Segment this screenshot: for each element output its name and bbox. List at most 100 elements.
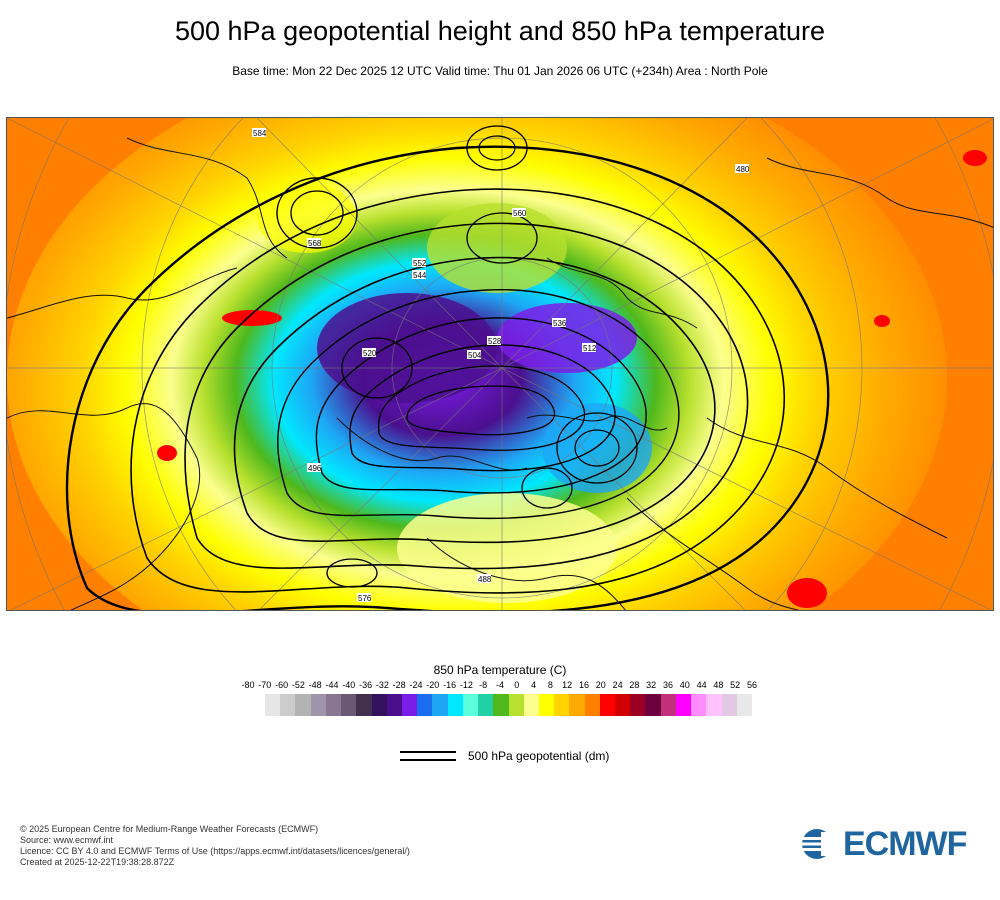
legend-tick-label: -70: [258, 680, 272, 690]
color-swatch: [508, 694, 524, 716]
hotspot-southwest: [157, 445, 177, 461]
color-swatch: [386, 694, 402, 716]
color-swatch: [630, 694, 646, 716]
color-swatch: [645, 694, 661, 716]
legend-tick-label: -4: [495, 680, 505, 690]
color-swatch: [584, 694, 600, 716]
hotspot-northeast: [963, 150, 987, 166]
contour-label: 528: [488, 337, 502, 346]
color-swatch: [265, 694, 281, 716]
color-swatch: [417, 694, 433, 716]
color-swatch: [599, 694, 616, 716]
color-swatch: [280, 694, 296, 716]
legend-tick-label: 24: [612, 680, 623, 690]
legend-tick-label: 8: [547, 680, 553, 690]
warm-pocket-nw: [257, 183, 357, 253]
legend-tick-label: -36: [359, 680, 373, 690]
copyright-text: © 2025 European Centre for Medium-Range …: [20, 824, 319, 834]
temperature-legend-title: 850 hPa temperature (C): [433, 663, 567, 677]
legend-tick-label: 0: [514, 680, 520, 690]
cold-core-west: [317, 293, 497, 403]
legend-tick-label: -32: [375, 680, 389, 690]
page-subtitle: Base time: Mon 22 Dec 2025 12 UTC Valid …: [232, 64, 768, 78]
contour-label: 568: [308, 239, 322, 248]
legend-tick-label: 56: [746, 680, 758, 690]
hotspot-southeast: [787, 578, 827, 608]
mild-pocket-north: [427, 203, 567, 293]
geopotential-contours: [65, 125, 830, 610]
legend-tick-label: -52: [291, 680, 305, 690]
cold-core-east: [497, 303, 637, 373]
source-text: Source: www.ecmwf.int: [20, 835, 114, 845]
legend-tick-label: -28: [392, 680, 406, 690]
cold-lobe-south: [542, 403, 652, 493]
color-swatch: [523, 694, 539, 716]
color-swatch: [615, 694, 631, 716]
color-swatch: [721, 694, 737, 716]
legend-tick-label: -20: [426, 680, 440, 690]
color-swatch: [295, 694, 311, 716]
color-swatch: [569, 694, 585, 716]
page-title: 500 hPa geopotential height and 850 hPa …: [174, 16, 825, 46]
legend-tick-label: -80: [241, 680, 255, 690]
hotspot-east: [874, 315, 890, 327]
contour-label: 496: [308, 464, 322, 473]
color-swatch: [401, 694, 418, 716]
color-swatch: [325, 694, 342, 716]
footer-credits: © 2025 European Centre for Medium-Range …: [20, 824, 410, 868]
legend-tick-label: 4: [531, 680, 537, 690]
color-swatch: [478, 694, 494, 716]
created-text: Created at 2025-12-22T19:38:28.872Z: [20, 857, 175, 867]
legend-tick-label: -60: [275, 680, 289, 690]
legend-tick-label: -44: [325, 680, 339, 690]
legend-tick-label: 52: [730, 680, 741, 690]
legend-tick-label: -16: [443, 680, 457, 690]
color-swatch: [341, 694, 357, 716]
ecmwf-logo-icon: [797, 829, 839, 859]
color-swatch: [310, 694, 326, 716]
contour-label: 536: [553, 319, 567, 328]
geopotential-legend-label: 500 hPa geopotential (dm): [468, 749, 610, 763]
legend-tick-label: -8: [479, 680, 488, 690]
color-swatch: [447, 694, 463, 716]
temperature-color-scale: [265, 694, 752, 716]
color-swatch: [706, 694, 722, 716]
legend-tick-label: 12: [562, 680, 573, 690]
legend-tick-label: 48: [713, 680, 724, 690]
contour-label: 504: [468, 351, 482, 360]
legend-tick-label: -48: [308, 680, 322, 690]
color-swatch: [493, 694, 509, 716]
legend-tick-label: -12: [459, 680, 473, 690]
legend-tick-label: 44: [696, 680, 707, 690]
color-swatch: [691, 694, 707, 716]
contour-label: 512: [583, 344, 597, 353]
color-swatch: [538, 694, 555, 716]
ecmwf-logo: ECMWF: [795, 826, 985, 862]
color-swatch: [736, 694, 752, 716]
legend-tick-label: -40: [342, 680, 356, 690]
color-swatch: [675, 694, 692, 716]
contour-label: 520: [363, 349, 377, 358]
contour-label: 560: [513, 209, 527, 218]
coastlines: [7, 137, 993, 610]
contour-label: 488: [478, 575, 492, 584]
hotspot-west: [222, 310, 282, 326]
graticule: [7, 118, 993, 610]
color-swatch: [554, 694, 570, 716]
temperature-legend-ticks: -80 -70 -60 -52 -48 -44 -40 -36 -32 -28 -24 -20 -16-…: [241, 680, 768, 692]
legend-tick-label: 16: [578, 680, 590, 690]
geopotential-line-icon: [400, 751, 456, 763]
contour-label: 584: [253, 129, 267, 138]
color-swatch: [432, 694, 448, 716]
legend-tick-label: 36: [662, 680, 674, 690]
contour-label: 480: [736, 165, 750, 174]
contour-label: 544: [413, 271, 427, 280]
contour-label: 576: [358, 594, 372, 603]
color-swatch: [660, 694, 676, 716]
color-swatch: [371, 694, 387, 716]
forecast-map[interactable]: 584 576 568 560 552 544 536 528 520 512 …: [6, 117, 994, 611]
color-swatch: [462, 694, 479, 716]
contour-label-group: 584 576 568 560 552 544 536 528 520 512 …: [252, 128, 750, 603]
ecmwf-logo-text: ECMWF: [843, 825, 967, 863]
legend-tick-label: 20: [595, 680, 606, 690]
